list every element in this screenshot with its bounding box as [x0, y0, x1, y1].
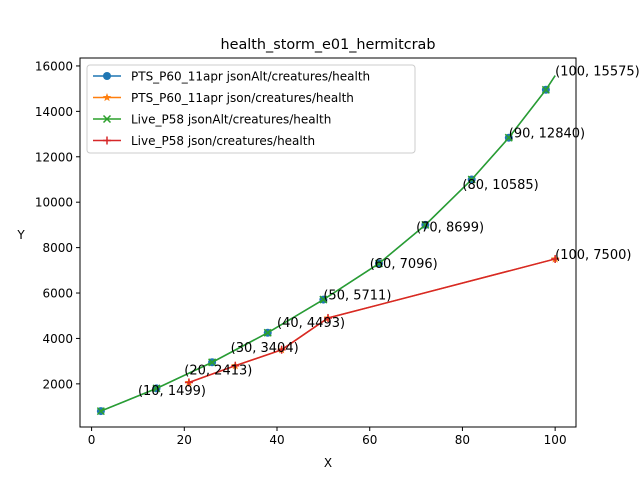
data-point — [277, 345, 286, 354]
data-point — [263, 328, 272, 337]
legend-label: Live_P58 json/creatures/health — [131, 134, 315, 148]
data-point — [551, 254, 560, 263]
axes-frame — [79, 57, 577, 428]
x-axis-label: X — [324, 456, 332, 470]
legend-entry: PTS_P60_11apr jsonAlt/creatures/health — [93, 70, 370, 84]
legend: PTS_P60_11apr jsonAlt/creatures/health PT… — [86, 64, 416, 154]
x-tick-label: 80 — [455, 433, 470, 447]
legend-label: Live_P58 jsonAlt/creatures/health — [131, 113, 331, 127]
data-point — [102, 93, 112, 102]
data-point — [184, 378, 193, 387]
data-point — [208, 358, 217, 367]
y-tick-label: 10000 — [35, 196, 73, 210]
x-tick-label: 0 — [88, 433, 96, 447]
data-point — [504, 133, 513, 142]
legend-label: PTS_P60_11apr jsonAlt/creatures/health — [131, 70, 370, 84]
y-tick-label: 6000 — [42, 287, 73, 301]
data-point — [103, 72, 111, 80]
plot-area — [96, 75, 560, 416]
x-axis: 0 20 40 60 80 100 — [88, 427, 567, 447]
data-label: (100, 7500) — [555, 248, 631, 263]
y-tick-label: 4000 — [42, 332, 73, 346]
x-tick-label: 100 — [544, 433, 567, 447]
x-tick-label: 20 — [177, 433, 192, 447]
legend-box — [86, 64, 416, 154]
y-axis-label: Y — [16, 228, 25, 242]
y-tick-label: 2000 — [42, 377, 73, 391]
data-point — [374, 259, 384, 268]
x-tick-label: 40 — [269, 433, 284, 447]
data-point — [96, 407, 105, 416]
data-label: (20, 2413) — [184, 363, 252, 378]
data-point — [324, 314, 332, 323]
series-4 — [184, 254, 560, 387]
data-point — [541, 85, 550, 94]
data-label: (40, 4493) — [277, 316, 345, 331]
y-axis: 2000 4000 6000 8000 10000 12000 14000 16000 — [35, 59, 80, 391]
series-3 — [96, 75, 556, 416]
data-label: (100, 15575) — [555, 65, 640, 80]
data-point — [231, 361, 240, 370]
data-label: (30, 3404) — [231, 341, 299, 356]
data-point — [319, 295, 328, 304]
y-tick-label: 14000 — [35, 105, 73, 119]
legend-entry: Live_P58 jsonAlt/creatures/health — [93, 113, 331, 127]
x-tick-label: 60 — [362, 433, 377, 447]
legend-label: PTS_P60_11apr json/creatures/health — [131, 91, 354, 105]
y-tick-label: 8000 — [42, 241, 73, 255]
data-point — [103, 136, 111, 145]
legend-entry: Live_P58 json/creatures/health — [93, 134, 315, 148]
y-tick-label: 12000 — [35, 150, 73, 164]
y-tick-label: 16000 — [35, 59, 73, 73]
data-point — [421, 220, 430, 229]
data-label: (80, 10585) — [462, 178, 538, 193]
data-label: (70, 8699) — [416, 221, 484, 236]
data-point — [102, 114, 112, 124]
chart-title: health_storm_e01_hermitcrab — [220, 37, 435, 53]
data-label: (60, 7096) — [370, 257, 438, 272]
data-point — [152, 384, 161, 393]
legend-entry: PTS_P60_11apr json/creatures/health — [93, 91, 354, 105]
annotations: (10, 1499) (20, 2413) (30, 3404) (40, 4493)… — [138, 65, 640, 400]
data-label: (10, 1499) — [138, 384, 206, 399]
data-point — [467, 175, 476, 184]
data-label: (50, 5711) — [323, 289, 391, 304]
data-label: (90, 12840) — [509, 127, 585, 142]
